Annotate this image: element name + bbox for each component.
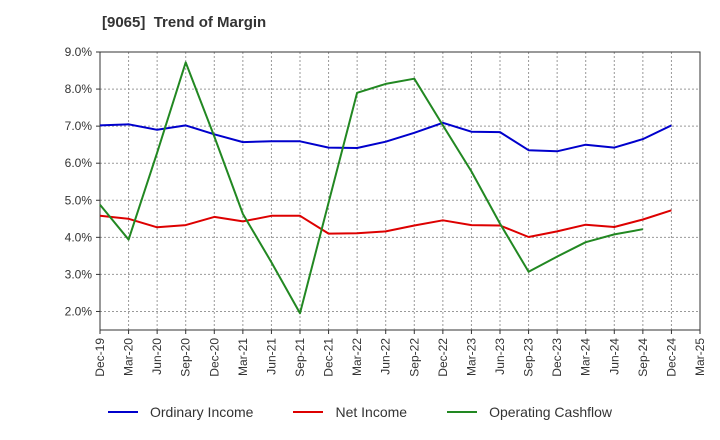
- x-tick-label: Sep-24: [636, 338, 650, 377]
- x-tick-label: Mar-23: [464, 338, 478, 376]
- x-tick-label: Mar-20: [122, 338, 136, 376]
- x-tick-label: Jun-20: [150, 338, 164, 375]
- x-tick-label: Mar-25: [693, 338, 707, 376]
- x-tick-label: Dec-20: [207, 338, 221, 377]
- x-tick-label: Sep-21: [293, 338, 307, 377]
- series-line-net-income: [99, 209, 672, 238]
- y-tick-label: 2.0%: [65, 304, 93, 318]
- x-tick-label: Jun-23: [493, 338, 507, 375]
- x-tick-label: Jun-22: [379, 338, 393, 375]
- legend-label-operating-cashflow: Operating Cashflow: [489, 404, 613, 420]
- x-tick-label: Sep-22: [407, 338, 421, 377]
- y-tick-label: 5.0%: [65, 193, 93, 207]
- x-tick-label: Dec-22: [436, 338, 450, 377]
- plot-area: [99, 51, 701, 331]
- legend: Ordinary Income Net Income Operating Cas…: [0, 404, 720, 420]
- x-tick-label: Sep-20: [179, 338, 193, 377]
- x-tick-label: Sep-23: [522, 338, 536, 377]
- x-tick-label: Mar-24: [579, 338, 593, 376]
- x-tick-label: Dec-24: [664, 338, 678, 377]
- x-tick-label: Jun-21: [264, 338, 278, 375]
- x-tick-label: Mar-21: [236, 338, 250, 376]
- y-tick-label: 7.0%: [65, 119, 93, 133]
- x-tick-label: Dec-19: [93, 338, 107, 377]
- legend-swatch-net-income: [293, 411, 324, 413]
- x-tick-label: Jun-24: [607, 338, 621, 375]
- legend-label-ordinary-income: Ordinary Income: [149, 404, 254, 420]
- legend-item-net-income: Net Income: [293, 404, 407, 420]
- legend-item-operating-cashflow: Operating Cashflow: [447, 404, 612, 420]
- series-line-ordinary-income: [99, 121, 672, 153]
- legend-swatch-operating-cashflow: [447, 411, 478, 413]
- x-tick-label: Dec-23: [550, 338, 564, 377]
- series-line-operating-cashflow: [99, 61, 644, 315]
- x-tick-label: Dec-21: [322, 338, 336, 377]
- chart-title: [9065] Trend of Margin: [102, 14, 267, 31]
- y-tick-label: 9.0%: [65, 45, 93, 59]
- y-tick-label: 6.0%: [65, 156, 93, 170]
- legend-item-ordinary-income: Ordinary Income: [107, 404, 254, 420]
- y-tick-label: 8.0%: [65, 82, 93, 96]
- legend-label-net-income: Net Income: [335, 404, 408, 420]
- x-tick-label: Mar-22: [350, 338, 364, 376]
- y-tick-label: 4.0%: [65, 230, 93, 244]
- legend-swatch-ordinary-income: [107, 411, 138, 413]
- y-tick-label: 3.0%: [65, 267, 93, 281]
